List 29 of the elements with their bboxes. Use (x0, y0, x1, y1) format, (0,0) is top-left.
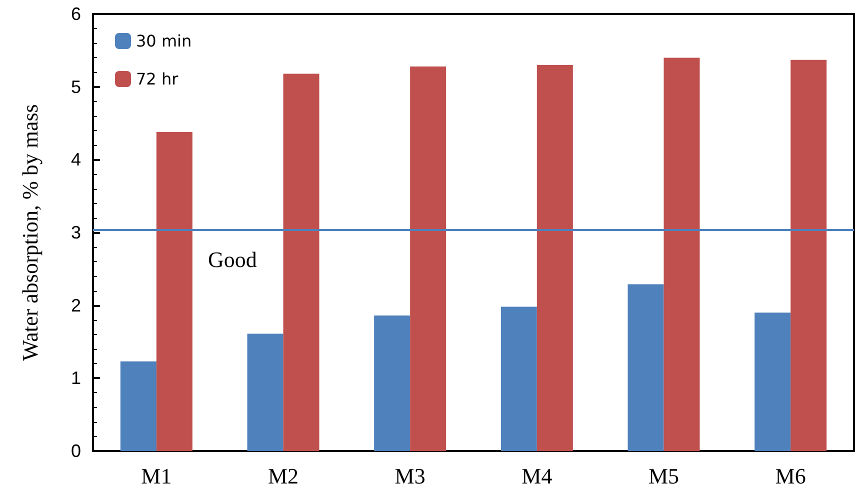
bar (410, 66, 446, 451)
y-axis-title: Water absorption, % by mass (18, 104, 42, 361)
bar (500, 306, 537, 451)
y-tick-label: 3 (70, 222, 81, 242)
y-tick-label: 4 (70, 150, 81, 170)
bar (374, 316, 410, 451)
x-tick-label: M6 (775, 464, 806, 488)
ref-line-label: Good (208, 247, 257, 272)
bar (247, 334, 284, 451)
legend-label: 30 min (136, 32, 192, 50)
bar (536, 64, 573, 451)
bar (156, 132, 192, 451)
x-tick-label: M5 (648, 464, 680, 488)
y-tick-label: 6 (70, 4, 81, 24)
bar (283, 74, 320, 451)
x-tick-label: M4 (522, 464, 552, 488)
bar (628, 284, 664, 451)
legend-label: 72 hr (136, 70, 179, 88)
bar (664, 58, 700, 451)
x-tick-label: M2 (268, 464, 299, 488)
y-tick-label: 0 (70, 441, 81, 461)
y-tick-label: 1 (70, 368, 81, 388)
x-tick-label: M1 (141, 464, 172, 488)
y-tick-label: 2 (70, 295, 81, 316)
bar (120, 361, 156, 451)
y-tick-label: 5 (70, 76, 81, 97)
bar (754, 312, 791, 451)
bar (790, 60, 827, 451)
x-tick-label: M3 (394, 464, 426, 488)
